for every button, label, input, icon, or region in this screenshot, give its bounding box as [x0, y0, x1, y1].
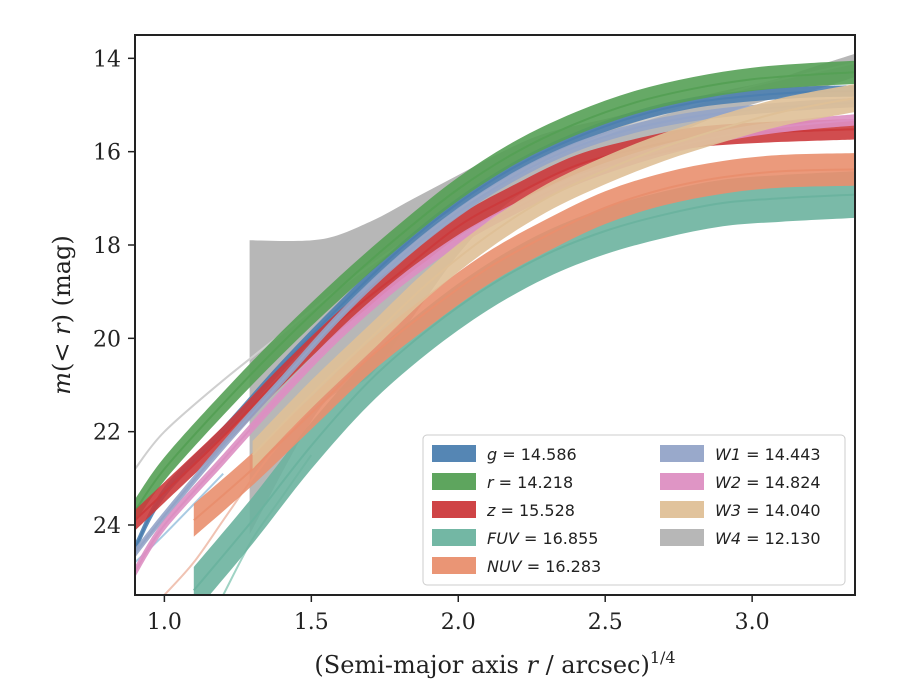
series-line-W3 — [251, 97, 855, 456]
series-band-W3 — [252, 84, 855, 469]
plot-area — [135, 53, 855, 595]
legend-swatch-W3 — [660, 501, 704, 518]
x-tick-label: 3.0 — [735, 610, 770, 635]
legend-label-W3: W3 = 14.040 — [715, 501, 821, 520]
y-tick-label: 14 — [93, 47, 121, 72]
series-line-r — [135, 71, 855, 512]
legend-label-z: z = 15.528 — [486, 501, 575, 520]
legend-label-W2: W2 = 14.824 — [715, 473, 821, 492]
y-tick-label: 18 — [93, 234, 121, 259]
legend-swatch-W2 — [660, 473, 704, 490]
x-tick-label: 2.0 — [441, 610, 476, 635]
series-line-FUV — [193, 193, 855, 591]
legend-swatch-z — [432, 501, 476, 518]
legend-label-g: g = 14.586 — [487, 445, 577, 464]
series-band-r — [135, 60, 855, 523]
plot-frame — [134, 34, 856, 596]
legend-box — [422, 434, 846, 586]
legend-swatch-FUV — [432, 529, 476, 546]
x-tick-label: 1.5 — [294, 610, 329, 635]
series-band-W1 — [135, 98, 855, 558]
y-tick-label: 24 — [93, 514, 121, 539]
x-tick-label: 2.5 — [588, 610, 623, 635]
legend-label-W4: W4 = 12.130 — [715, 529, 821, 548]
x-axis-label: (Semi-major axis r / arcsec)1/4 — [314, 648, 675, 679]
y-tick-label: 16 — [93, 141, 121, 166]
axis-ticks: 1.0 1.5 2.0 2.5 3.0 14 16 18 20 22 24 — [93, 47, 770, 635]
legend-swatch-g — [432, 445, 476, 462]
legend-label-W1: W1 = 14.443 — [715, 445, 821, 464]
legend-swatch-NUV — [432, 557, 476, 574]
legend-swatch-W4 — [660, 529, 704, 546]
series-band-z — [135, 119, 855, 531]
y-axis-label: m(< r) (mag) — [48, 235, 76, 395]
legend-label-NUV: NUV = 16.283 — [487, 557, 601, 576]
legend-swatch-W1 — [660, 445, 704, 462]
y-tick-label: 20 — [93, 327, 121, 352]
legend-label-r: r = 14.218 — [487, 473, 573, 492]
legend-label-FUV: FUV = 16.855 — [487, 529, 598, 548]
y-tick-label: 22 — [93, 421, 121, 446]
x-tick-label: 1.0 — [147, 610, 182, 635]
legend: g = 14.586 r = 14.218 z = 15.528 FUV = 16.8… — [422, 434, 846, 586]
series-line-NUV — [193, 168, 855, 522]
legend-swatch-r — [432, 473, 476, 490]
